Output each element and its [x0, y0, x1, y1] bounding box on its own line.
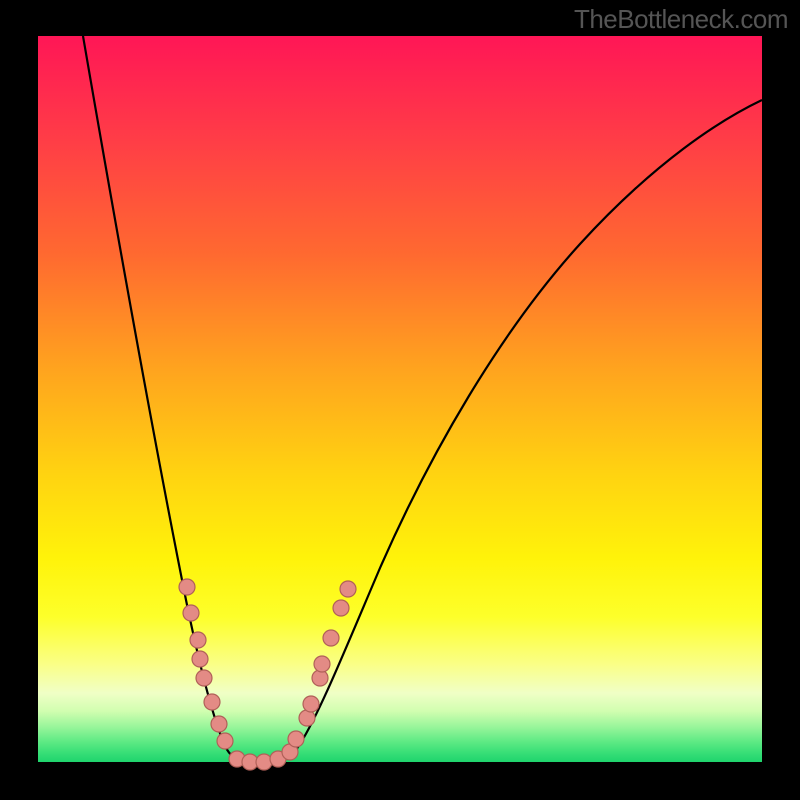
data-marker	[340, 581, 356, 597]
data-marker	[288, 731, 304, 747]
data-marker	[204, 694, 220, 710]
data-marker	[211, 716, 227, 732]
data-marker	[323, 630, 339, 646]
bottleneck-chart	[0, 0, 800, 800]
data-marker	[192, 651, 208, 667]
data-marker	[314, 656, 330, 672]
data-marker	[196, 670, 212, 686]
data-marker	[333, 600, 349, 616]
data-marker	[190, 632, 206, 648]
data-marker	[256, 754, 272, 770]
data-marker	[183, 605, 199, 621]
data-marker	[179, 579, 195, 595]
data-marker	[303, 696, 319, 712]
watermark-label: TheBottleneck.com	[574, 4, 788, 35]
data-marker	[312, 670, 328, 686]
data-marker	[217, 733, 233, 749]
